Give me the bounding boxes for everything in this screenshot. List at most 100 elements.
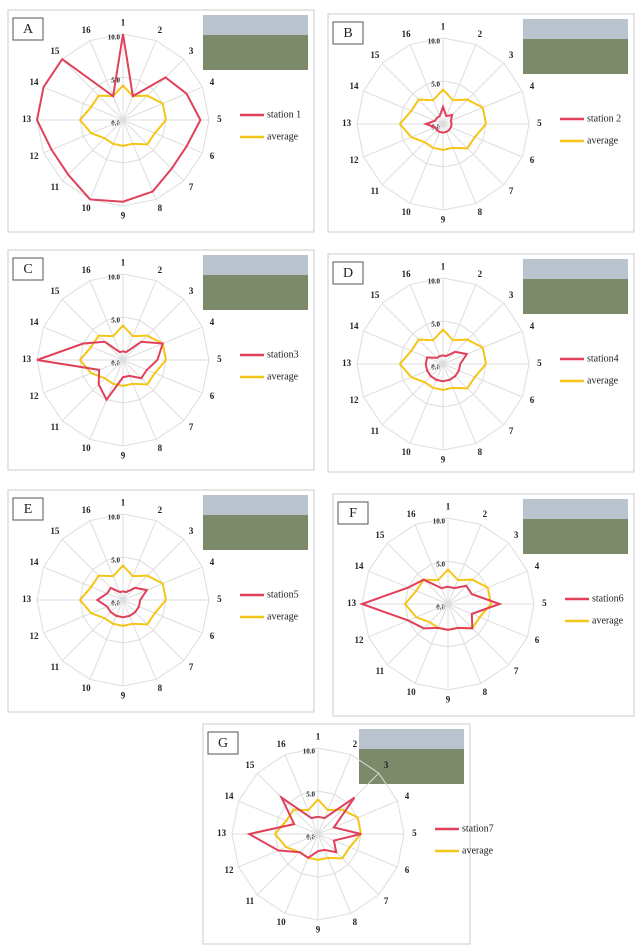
spoke (89, 520, 124, 601)
category-label: 1 (441, 262, 446, 272)
panel-frame (332, 493, 635, 717)
spoke (61, 538, 124, 601)
spoke (447, 603, 482, 684)
spoke (409, 363, 444, 444)
category-label: 16 (82, 25, 92, 35)
category-label: 7 (509, 426, 514, 436)
r-tick-label: 5.0 (436, 561, 445, 569)
category-label: 13 (22, 354, 32, 364)
spoke (442, 284, 477, 365)
category-label: 10 (82, 443, 92, 453)
panel-frame (327, 13, 635, 233)
category-label: 7 (189, 422, 194, 432)
category-label: 16 (402, 269, 412, 279)
category-label: 9 (441, 454, 446, 464)
category-label: 3 (189, 46, 194, 56)
category-label: 3 (509, 290, 514, 300)
category-label: 13 (342, 118, 352, 128)
panel-label: C (23, 262, 32, 277)
category-label: 11 (376, 666, 385, 676)
panel-label: F (349, 506, 357, 521)
series-line (359, 578, 503, 631)
r-tick-label: 5.0 (431, 321, 440, 329)
r-tick-label: 0.0 (306, 834, 315, 842)
category-label: 10 (277, 917, 287, 927)
spoke (256, 833, 319, 896)
panel-frame (327, 253, 635, 473)
spoke (442, 363, 477, 444)
panel-label-box (12, 17, 44, 41)
spoke (381, 302, 444, 365)
series-line (78, 84, 168, 147)
spoke (442, 302, 505, 365)
spoke (43, 359, 124, 394)
r-tick-label: 0.0 (111, 120, 120, 128)
panel-frame (202, 723, 471, 945)
spoke (61, 119, 124, 182)
category-label: 11 (371, 186, 380, 196)
legend-label: station4 (587, 353, 619, 364)
category-label: 2 (478, 29, 483, 39)
spoke (447, 524, 482, 605)
legend-label: average (592, 615, 624, 626)
category-label: 14 (355, 561, 365, 571)
category-label: 5 (217, 594, 222, 604)
category-label: 15 (370, 290, 380, 300)
category-label: 13 (342, 358, 352, 368)
series-line (422, 103, 454, 134)
spoke (122, 359, 185, 422)
spoke (447, 603, 510, 666)
r-tick-label: 5.0 (306, 791, 315, 799)
spoke (442, 363, 505, 426)
panel-label: E (24, 502, 33, 517)
photo-sky (523, 19, 628, 39)
series-line (398, 328, 488, 391)
category-label: 6 (210, 151, 215, 161)
category-label: 13 (22, 114, 32, 124)
category-label: 14 (30, 317, 40, 327)
category-label: 1 (446, 502, 451, 512)
panel-label-box (207, 731, 239, 755)
category-label: 8 (483, 687, 488, 697)
category-label: 10 (407, 687, 417, 697)
r-tick-label: 5.0 (431, 81, 440, 89)
category-label: 4 (210, 557, 215, 567)
panel-label-box (332, 261, 364, 285)
category-label: 14 (30, 77, 40, 87)
spoke (238, 800, 319, 835)
series-line (424, 350, 469, 383)
series-line (246, 794, 362, 860)
legend-label: station5 (267, 589, 299, 600)
category-label: 16 (407, 509, 417, 519)
category-label: 3 (189, 286, 194, 296)
spoke (122, 58, 185, 121)
series-line (273, 798, 363, 861)
category-label: 2 (158, 505, 163, 515)
category-label: 5 (537, 118, 542, 128)
legend-label: average (267, 371, 299, 382)
category-label: 15 (370, 50, 380, 60)
category-label: 9 (121, 690, 126, 700)
spoke (363, 90, 444, 125)
category-label: 10 (402, 207, 412, 217)
spoke (43, 86, 124, 121)
spoke (43, 599, 124, 634)
category-label: 10 (82, 683, 92, 693)
spoke (61, 298, 124, 361)
panel-label: G (218, 736, 228, 751)
spoke (122, 119, 203, 154)
spoke (442, 123, 477, 204)
panel-label-box (337, 501, 369, 525)
series-line (36, 340, 165, 402)
legend-label: station 1 (267, 109, 301, 120)
r-tick-label: 5.0 (111, 557, 120, 565)
category-label: 3 (514, 530, 519, 540)
category-label: 5 (412, 828, 417, 838)
spoke (317, 833, 398, 868)
category-label: 9 (121, 210, 126, 220)
r-tick-label: 0.0 (436, 604, 445, 612)
spoke (61, 599, 124, 662)
category-label: 11 (51, 182, 60, 192)
category-label: 9 (121, 450, 126, 460)
